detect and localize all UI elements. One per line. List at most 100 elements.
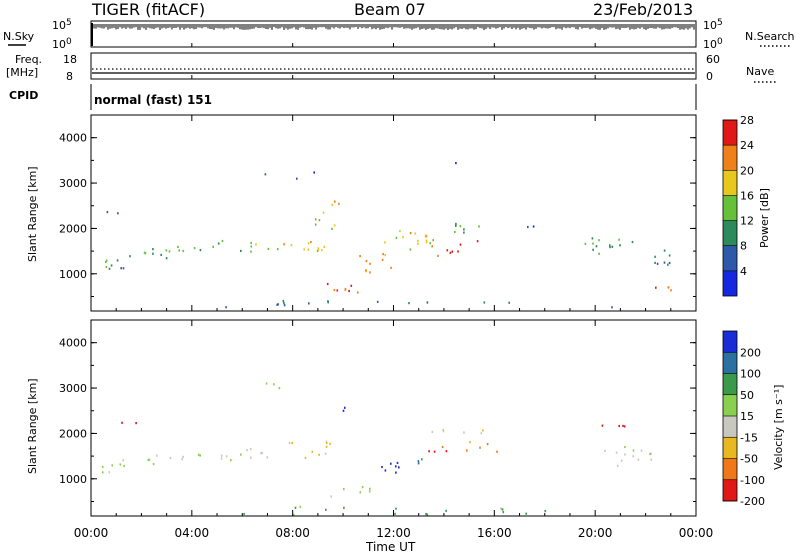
heatmap-cell (350, 284, 353, 287)
heatmap-cell (182, 455, 184, 458)
heatmap-cell (322, 211, 325, 214)
heatmap-cell (368, 490, 371, 493)
heatmap-cell (463, 228, 465, 231)
heatmap-cell (442, 430, 445, 433)
beam-title: Beam 07 (354, 0, 426, 19)
heatmap-cell (348, 289, 350, 293)
heatmap-cell (650, 458, 652, 461)
heatmap-cell (327, 301, 329, 304)
heatmap-cell (396, 461, 399, 464)
heatmap-cell (160, 253, 162, 256)
heatmap-cell (276, 248, 279, 251)
colorbar-tick-label: 50 (740, 389, 754, 402)
heatmap-cell (615, 451, 618, 454)
heatmap-cell (343, 488, 345, 491)
heatmap-cell (482, 429, 484, 432)
heatmap-cell (457, 250, 459, 253)
heatmap-cell (381, 258, 384, 261)
heatmap-cell (591, 237, 594, 240)
heatmap-cell (220, 457, 223, 460)
heatmap-cell (637, 458, 640, 461)
heatmap-cell (618, 238, 620, 241)
heatmap-cell (431, 430, 434, 433)
nave-bottom-tick: 0 (706, 70, 713, 83)
heatmap-cell (409, 248, 412, 251)
heatmap-cell (283, 302, 285, 305)
heatmap-cell (480, 432, 483, 435)
heatmap-cell (359, 491, 362, 494)
heatmap-cell (260, 452, 262, 455)
heatmap-cell (601, 424, 604, 427)
heatmap-cell (152, 248, 154, 251)
heatmap-cell (611, 245, 614, 248)
heatmap-cell (381, 465, 383, 469)
heatmap-cell (609, 246, 611, 249)
heatmap-cell (333, 288, 336, 292)
heatmap-cell (432, 239, 434, 242)
heatmap-cell (182, 249, 185, 253)
x-tick-label: 20:00 (578, 526, 613, 540)
heatmap-cell (656, 262, 659, 265)
colorbar-swatch (723, 373, 737, 395)
colorbar-tick-label: 100 (740, 368, 761, 381)
heatmap-cell (620, 459, 623, 462)
nsearch-top-tick: 105 (703, 18, 723, 32)
heatmap-cell (261, 451, 263, 454)
power-ylabel: Slant Range [km] (26, 166, 39, 262)
heatmap-cell (106, 211, 109, 214)
heatmap-cell (225, 455, 228, 458)
heatmap-cell (108, 471, 111, 474)
heatmap-cell (421, 458, 423, 461)
colorbar-swatch (723, 270, 737, 296)
heatmap-cell (250, 250, 252, 253)
heatmap-cell (384, 469, 387, 472)
heatmap-cell (243, 512, 245, 516)
heatmap-cell (148, 458, 151, 461)
velocity-frame (90, 319, 697, 517)
freq-bottom-tick: 8 (66, 70, 73, 83)
heatmap-cell (212, 245, 214, 248)
freq-label: Freq. (15, 53, 42, 66)
colorbar-tick-label: -50 (740, 453, 758, 466)
heatmap-cell (501, 508, 504, 511)
heatmap-cell (496, 450, 498, 453)
heatmap-cell (463, 231, 465, 234)
heatmap-cell (225, 306, 227, 309)
heatmap-cell (446, 249, 449, 252)
heatmap-cell (304, 456, 307, 459)
heatmap-cell (282, 299, 285, 303)
heatmap-cell (342, 409, 345, 412)
heatmap-cell (425, 239, 428, 242)
velocity-y-axis: 1000 2000 3000 4000 (59, 337, 696, 502)
heatmap-cell (331, 227, 333, 230)
heatmap-cell (463, 431, 465, 434)
heatmap-cell (478, 225, 480, 228)
heatmap-cell (325, 445, 328, 448)
heatmap-cell (376, 300, 379, 303)
heatmap-cell (500, 507, 503, 510)
nsearch-bottom-tick: 100 (703, 37, 723, 51)
heatmap-cell (598, 239, 600, 242)
heatmap-cell (455, 222, 457, 225)
heatmap-cell (249, 448, 252, 451)
heatmap-cell (668, 254, 671, 257)
nsky-bottom-tick: 100 (52, 37, 72, 51)
heatmap-cell (152, 463, 155, 466)
heatmap-cell (469, 441, 471, 444)
heatmap-cell (338, 202, 340, 205)
y-tick-label: 2000 (59, 222, 87, 235)
y-tick-label: 4000 (59, 337, 87, 350)
heatmap-cell (267, 247, 270, 250)
heatmap-cell (622, 424, 624, 427)
y-tick-label: 1000 (59, 473, 87, 486)
heatmap-cell (329, 442, 331, 445)
heatmap-cell (303, 248, 305, 251)
power-frame (90, 114, 697, 312)
heatmap-cell (394, 512, 396, 515)
heatmap-cell (277, 303, 279, 306)
heatmap-cell (525, 512, 527, 515)
heatmap-cell (402, 236, 404, 239)
y-tick-label: 3000 (59, 177, 87, 190)
heatmap-cell (437, 254, 439, 257)
heatmap-cell (283, 304, 286, 307)
